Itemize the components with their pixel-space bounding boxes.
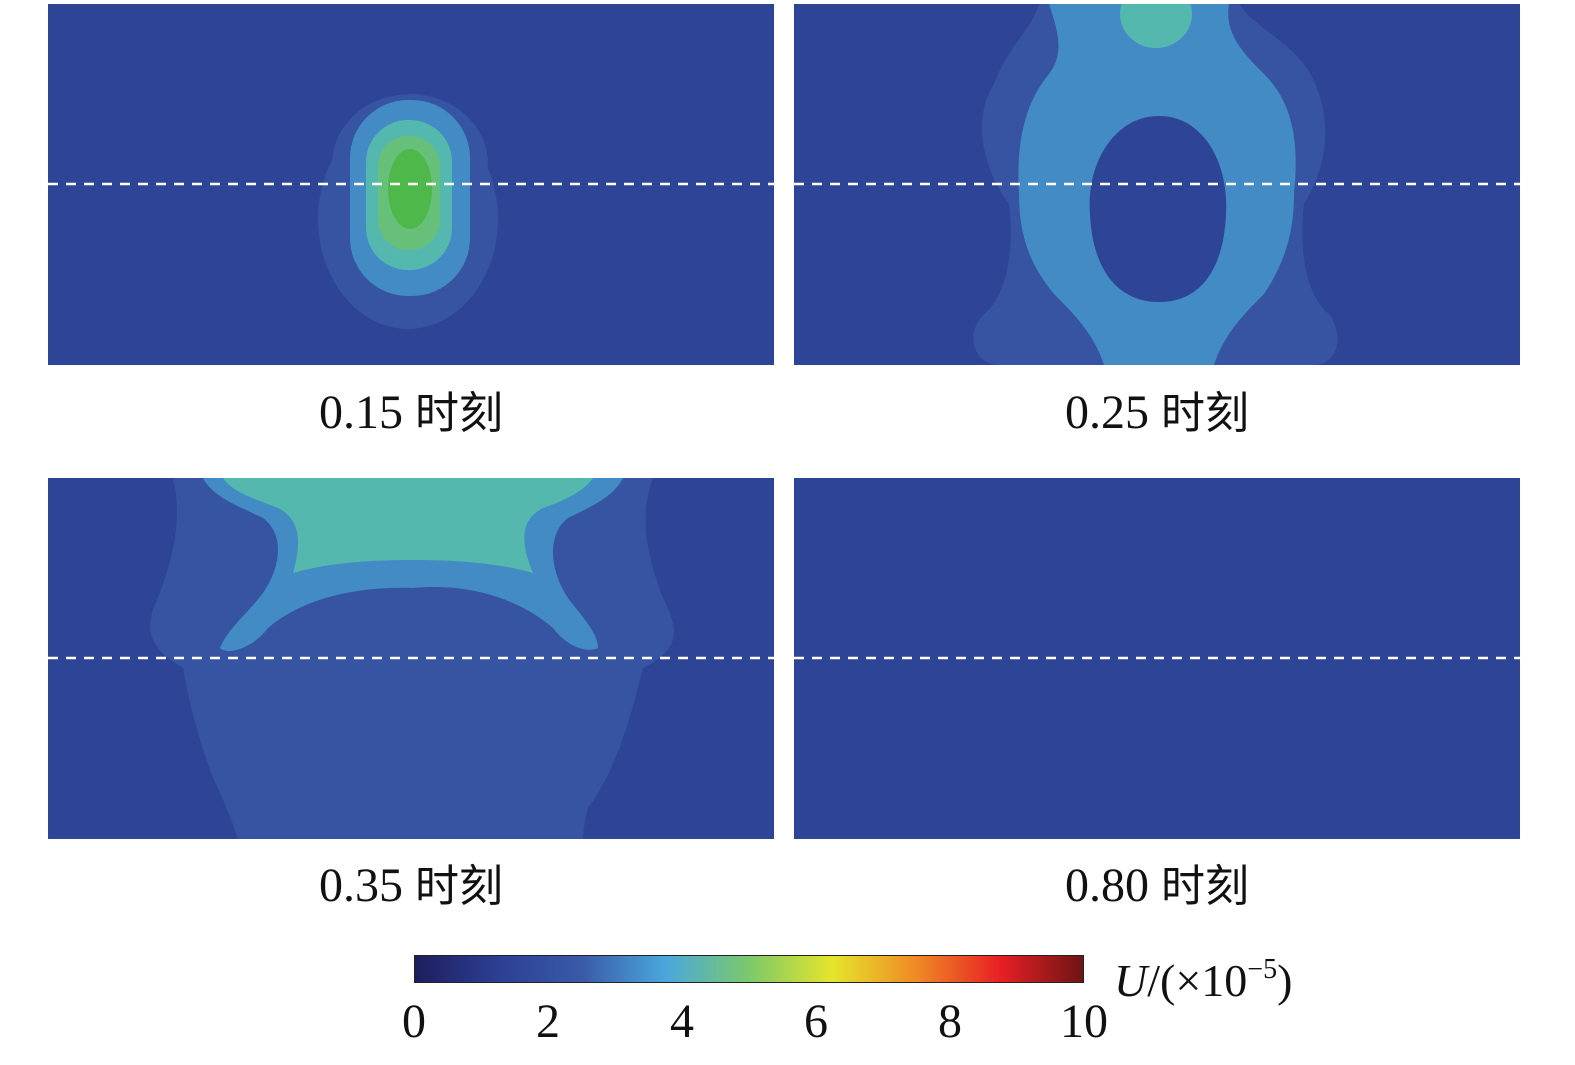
caption-unit: 时刻 [1161,861,1249,912]
contour-panel-t035 [48,478,774,839]
colorbar-tick-label: 2 [536,995,560,1048]
contour-level-5 [388,149,432,229]
caption-time: 0.35 [319,859,403,912]
caption-time: 0.25 [1065,386,1149,439]
caption-unit: 时刻 [415,861,503,912]
colorbar-tick-label: 6 [804,995,828,1048]
contour-level-3 [1120,4,1192,48]
colorbar-tick-label: 4 [670,995,694,1048]
colorbar-tick-label: 10 [1060,995,1108,1048]
contour-hole [1089,116,1227,302]
caption-time: 0.15 [319,386,403,439]
contour-panel-t080 [794,478,1520,839]
colorbar [414,955,1084,983]
colorbar-variable: U [1114,955,1148,1006]
colorbar-tick-label: 0 [402,995,426,1048]
panel-caption-t080: 0.80 时刻 [794,858,1520,915]
contour-plot-t080 [794,656,1520,660]
contour-panel-t015 [48,4,774,365]
panel-caption-t015: 0.15 时刻 [48,385,774,442]
contour-plot-t015 [48,94,774,329]
panel-caption-t025: 0.25 时刻 [794,385,1520,442]
colorbar-label: U/(×10−5) [1114,943,1292,1008]
colorbar-close: ) [1277,955,1293,1006]
caption-unit: 时刻 [415,388,503,439]
colorbar-exponent: −5 [1247,954,1278,985]
colorbar-scale: /(×10 [1147,955,1248,1006]
contour-plot-t025 [794,4,1520,365]
contour-panel-t025 [794,4,1520,365]
caption-time: 0.80 [1065,859,1149,912]
caption-unit: 时刻 [1161,388,1249,439]
panel-caption-t035: 0.35 时刻 [48,858,774,915]
colorbar-tick-label: 8 [938,995,962,1048]
contour-plot-t035 [48,478,774,839]
contour-level-3 [223,478,593,573]
